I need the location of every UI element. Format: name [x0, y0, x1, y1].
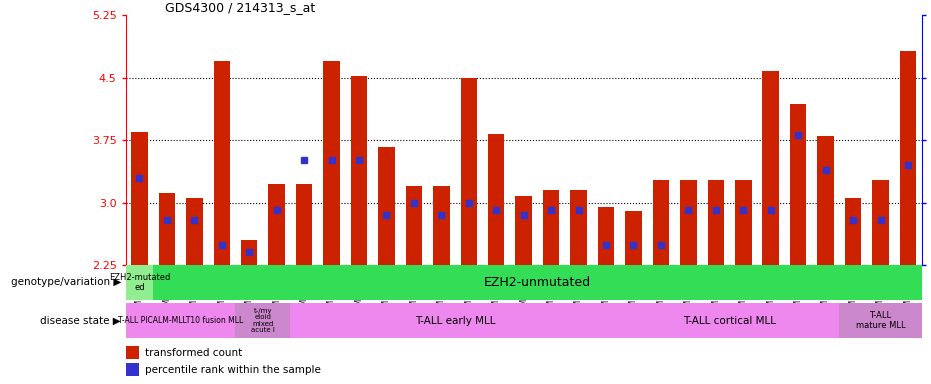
- Text: percentile rank within the sample: percentile rank within the sample: [145, 365, 321, 375]
- Bar: [681, 180, 696, 265]
- Bar: [844, 199, 861, 265]
- Bar: [241, 240, 258, 265]
- Text: EZH2-mutated
ed: EZH2-mutated ed: [109, 273, 170, 291]
- Text: T-ALL early MLL: T-ALL early MLL: [415, 316, 495, 326]
- Bar: [899, 51, 916, 265]
- Bar: [620, 303, 840, 338]
- Bar: [872, 180, 889, 265]
- Bar: [126, 265, 153, 300]
- Bar: [817, 136, 834, 265]
- Bar: [351, 76, 367, 265]
- Text: disease state ▶: disease state ▶: [40, 316, 121, 326]
- Bar: [762, 71, 779, 265]
- Text: GDS4300 / 214313_s_at: GDS4300 / 214313_s_at: [166, 1, 316, 14]
- Bar: [516, 196, 532, 265]
- Text: genotype/variation ▶: genotype/variation ▶: [10, 277, 121, 287]
- Bar: [571, 190, 587, 265]
- Bar: [378, 147, 395, 265]
- Text: EZH2-unmutated: EZH2-unmutated: [484, 276, 591, 289]
- Bar: [789, 104, 806, 265]
- Bar: [840, 303, 922, 338]
- Bar: [158, 193, 175, 265]
- Bar: [488, 134, 505, 265]
- Bar: [213, 61, 230, 265]
- Bar: [126, 363, 140, 376]
- Text: T-ALL cortical MLL: T-ALL cortical MLL: [683, 316, 776, 326]
- Text: T-ALL PICALM-MLLT10 fusion MLL: T-ALL PICALM-MLLT10 fusion MLL: [118, 316, 243, 325]
- Bar: [735, 180, 751, 265]
- Bar: [268, 184, 285, 265]
- Bar: [236, 303, 290, 338]
- Bar: [186, 198, 203, 265]
- Bar: [126, 346, 140, 359]
- Bar: [290, 303, 620, 338]
- Text: transformed count: transformed count: [145, 348, 242, 358]
- Bar: [406, 186, 422, 265]
- Bar: [708, 180, 724, 265]
- Bar: [461, 78, 477, 265]
- Bar: [131, 132, 148, 265]
- Bar: [126, 303, 236, 338]
- Bar: [433, 186, 450, 265]
- Bar: [543, 190, 560, 265]
- Bar: [323, 61, 340, 265]
- Text: t-/my
eloid
mixed
acute l: t-/my eloid mixed acute l: [251, 308, 275, 333]
- Bar: [653, 180, 669, 265]
- Bar: [626, 211, 641, 265]
- Bar: [598, 207, 614, 265]
- Text: T-ALL
mature MLL: T-ALL mature MLL: [856, 311, 905, 330]
- Bar: [296, 184, 312, 265]
